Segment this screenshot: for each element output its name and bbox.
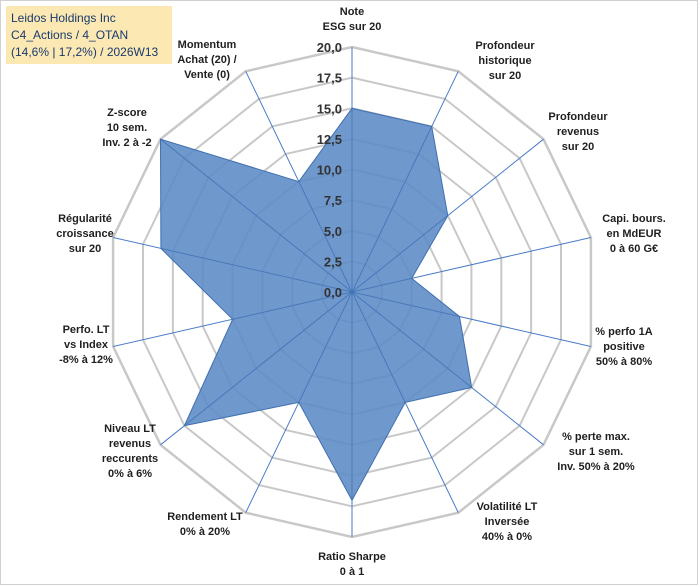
series-spoke-5 — [351, 291, 472, 388]
series-layer — [159, 107, 473, 502]
axis-label-12-line-2: Inv. 2 à -2 — [102, 137, 151, 149]
title-performance: (14,6% | 17,2%) / 2026W13 — [11, 45, 159, 59]
axis-label-3: Capi. bours. en MdEUR 0 à 60 G€ — [602, 213, 666, 255]
axis-label-7-line-1: 0 à 1 — [340, 566, 364, 578]
axis-label-4-line-0: % perfo 1A — [595, 326, 653, 338]
axis-label-5-line-2: Inv. 50% à 20% — [557, 461, 635, 473]
axis-label-9-line-1: revenus — [109, 438, 151, 450]
series-spoke-13 — [298, 181, 353, 293]
axis-label-5-line-0: % perte max. — [562, 431, 630, 443]
axis-label-13-line-0: Momentum — [178, 39, 237, 51]
axis-label-2: Profondeur revenus sur 20 — [548, 111, 608, 153]
axis-label-11-line-2: sur 20 — [69, 243, 101, 255]
axis-label-9-line-3: 0% à 6% — [108, 468, 152, 480]
axis-label-9: Niveau LT revenus reccurents 0% à 6% — [102, 423, 158, 480]
axis-label-9-line-2: reccurents — [102, 453, 158, 465]
axis-label-6-line-0: Volatilité LT — [477, 501, 538, 513]
tick-label-0: 0,0 — [324, 285, 342, 300]
axis-label-3-line-0: Capi. bours. — [602, 213, 666, 225]
chart-title-box: Leidos Holdings Inc C4_Actions / 4_OTAN … — [6, 6, 172, 64]
axis-label-6-line-2: 40% à 0% — [482, 531, 532, 543]
title-category: C4_Actions / 4_OTAN — [11, 28, 129, 42]
axis-label-13-line-2: Vente (0) — [184, 69, 230, 81]
tick-label-5: 12,5 — [317, 132, 342, 147]
axis-label-5: % perte max. sur 1 sem. Inv. 50% à 20% — [557, 431, 635, 473]
series-spoke-4 — [351, 291, 460, 317]
axis-label-10-line-2: -8% à 12% — [59, 354, 113, 366]
label-layer: Note ESG sur 20 Profondeur historique sur 20… — [56, 6, 666, 578]
axis-label-10-line-1: vs Index — [64, 339, 109, 351]
axis-label-4: % perfo 1A positive 50% à 80% — [595, 326, 653, 368]
axis-label-12-line-1: 10 sem. — [107, 122, 147, 134]
axis-label-5-line-1: sur 1 sem. — [569, 446, 623, 458]
axis-label-2-line-1: revenus — [557, 126, 599, 138]
axis-label-0: Note ESG sur 20 — [323, 6, 382, 33]
axis-label-0-line-0: Note — [340, 6, 364, 18]
tick-label-6: 15,0 — [317, 101, 342, 116]
axis-label-7: Ratio Sharpe 0 à 1 — [318, 551, 386, 578]
axis-label-7-line-0: Ratio Sharpe — [318, 551, 386, 563]
axis-label-6: Volatilité LT Inversée 40% à 0% — [477, 501, 538, 543]
axis-label-6-line-1: Inversée — [485, 516, 530, 528]
axis-label-4-line-2: 50% à 80% — [596, 356, 652, 368]
axis-label-1-line-1: historique — [478, 55, 531, 67]
axis-label-1: Profondeur historique sur 20 — [475, 40, 535, 82]
axis-label-1-line-2: sur 20 — [489, 70, 521, 82]
series-spoke-9 — [184, 291, 353, 427]
axis-label-2-line-0: Profondeur — [548, 111, 608, 123]
series-spoke-1 — [351, 126, 433, 293]
series-spoke-11 — [160, 248, 353, 293]
series-spoke-10 — [232, 291, 353, 320]
axis-label-3-line-2: 0 à 60 G€ — [610, 243, 658, 255]
tick-label-7: 17,5 — [317, 71, 342, 86]
tick-label-1: 2,5 — [324, 254, 342, 269]
axis-label-9-line-0: Niveau LT — [104, 423, 156, 435]
series-spoke-12 — [160, 138, 353, 293]
tick-label-2: 5,0 — [324, 224, 342, 239]
axis-label-3-line-1: en MdEUR — [607, 228, 662, 240]
tick-layer: 0,0 2,5 5,0 7,5 10,0 12,5 15,0 17,5 20,0 — [317, 40, 342, 300]
axis-label-12-line-0: Z-score — [107, 107, 147, 119]
axis-label-11: Régularité croissance sur 20 — [56, 213, 113, 255]
series-spoke-8 — [298, 291, 353, 403]
axis-label-13-line-1: Achat (20) / — [177, 54, 236, 66]
axis-label-0-line-1: ESG sur 20 — [323, 21, 382, 33]
series-spoke-2 — [351, 215, 449, 293]
axis-label-4-line-1: positive — [603, 341, 645, 353]
tick-label-8: 20,0 — [317, 40, 342, 55]
axis-label-10: Perfo. LT vs Index -8% à 12% — [59, 324, 113, 366]
series-spoke-6 — [351, 291, 406, 403]
title-company: Leidos Holdings Inc — [11, 11, 116, 25]
axis-label-8-line-1: 0% à 20% — [180, 526, 230, 538]
axis-label-2-line-2: sur 20 — [562, 141, 594, 153]
tick-label-3: 7,5 — [324, 193, 342, 208]
axis-label-13: Momentum Achat (20) / Vente (0) — [177, 39, 236, 81]
axis-label-8: Rendement LT 0% à 20% — [167, 511, 243, 538]
axis-label-11-line-1: croissance — [56, 228, 113, 240]
axis-label-12: Z-score 10 sem. Inv. 2 à -2 — [102, 107, 151, 149]
axis-label-10-line-0: Perfo. LT — [63, 324, 110, 336]
axis-label-11-line-0: Régularité — [58, 213, 112, 225]
axis-label-1-line-0: Profondeur — [475, 40, 535, 52]
tick-label-4: 10,0 — [317, 163, 342, 178]
series-spoke-3 — [351, 278, 412, 293]
axis-label-8-line-0: Rendement LT — [167, 511, 243, 523]
